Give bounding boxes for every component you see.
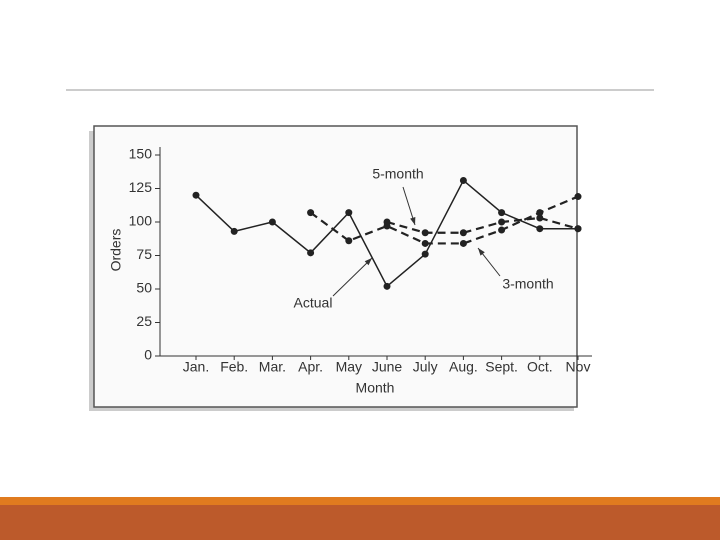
data-point [536,225,544,233]
data-point [498,226,506,234]
series-annotation: Actual [294,295,333,311]
x-tick-label: June [372,359,403,375]
arrow-head [364,258,372,266]
y-tick-label: 125 [129,179,153,195]
data-point [536,209,544,217]
series-annotation: 3-month [502,276,553,292]
data-point [459,239,467,247]
y-tick-label: 25 [136,313,152,329]
data-point [498,218,506,226]
x-tick-label: Mar. [259,359,286,375]
image-frame [93,125,578,408]
y-tick-label: 75 [136,246,152,262]
y-tick-label: 50 [136,280,152,296]
annotation-arrow [332,257,373,297]
x-tick-label: Sept. [485,359,518,375]
arrow-head [478,248,485,256]
x-tick-label: May [336,359,362,375]
data-point [574,193,582,201]
x-tick-label: Feb. [220,359,248,375]
data-point [459,176,467,184]
data-point [307,249,315,257]
y-axis-title: Orders [108,229,124,272]
data-point [345,209,353,217]
data-point [192,191,200,199]
x-tick-label: Aug. [449,359,478,375]
data-point [421,250,429,258]
x-tick-label: Jan. [183,359,209,375]
x-tick-label: Oct. [527,359,553,375]
x-axis-title: Month [356,380,395,396]
data-point [536,214,544,222]
data-point [421,229,429,237]
series-line [386,216,579,234]
series-annotation: 5-month [372,166,423,182]
x-tick-label: July [413,359,438,375]
y-tick-label: 0 [144,347,152,363]
data-point [498,209,506,217]
accent-stripe [0,497,720,505]
data-point [421,239,429,247]
data-point [307,209,315,217]
data-point [268,218,276,226]
x-tick-label: Nov [566,359,591,375]
data-point [574,225,582,233]
arrow-head [410,217,416,225]
data-point [345,237,353,245]
series-line [309,195,579,245]
y-tick-label: 100 [129,213,153,229]
data-point [230,227,238,235]
x-tick-label: Apr. [298,359,323,375]
y-tick-label: 150 [129,146,153,162]
footer-bar [0,505,720,540]
data-point [459,229,467,237]
data-point [383,282,391,290]
data-point [383,222,391,230]
